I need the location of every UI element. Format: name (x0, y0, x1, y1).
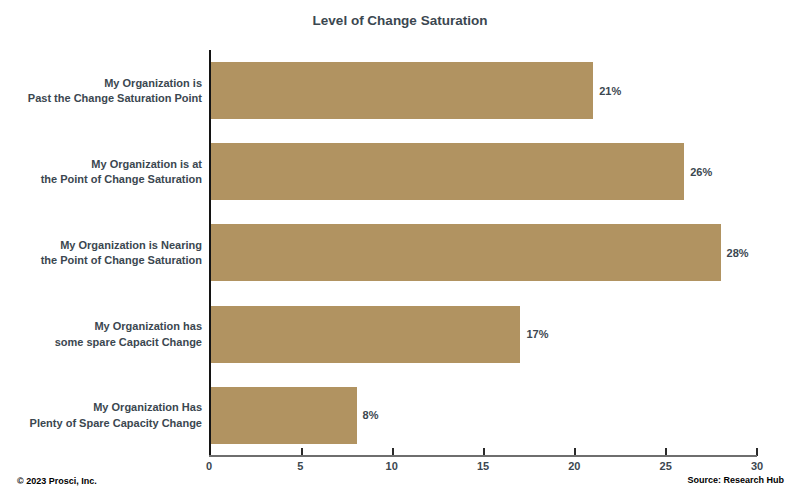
x-axis-tick-label: 0 (206, 460, 212, 472)
bar-value-label: 28% (727, 247, 749, 259)
x-axis-tick-label: 30 (751, 460, 763, 472)
bar (211, 306, 520, 363)
source-text: Source: Research Hub (687, 475, 784, 485)
category-label: My Organization is at the Point of Chang… (6, 156, 202, 187)
bar-value-label: 8% (363, 409, 379, 421)
bar (211, 143, 684, 200)
bar-row: My Organization has some spare Capacit C… (211, 294, 757, 375)
chart-title: Level of Change Saturation (0, 13, 800, 28)
category-label: My Organization is Nearing the Point of … (6, 238, 202, 269)
x-axis-tick-label: 5 (297, 460, 303, 472)
bar-row: My Organization is Past the Change Satur… (211, 50, 757, 131)
bar-value-label: 26% (690, 166, 712, 178)
category-label: My Organization is Past the Change Satur… (6, 75, 202, 106)
x-axis-tick-label: 25 (660, 460, 672, 472)
x-axis-tick-label: 20 (568, 460, 580, 472)
bar-row: My Organization Has Plenty of Spare Capa… (211, 375, 757, 456)
bar (211, 62, 593, 119)
category-label: My Organization Has Plenty of Spare Capa… (6, 400, 202, 431)
x-axis-line (209, 455, 757, 457)
category-label: My Organization has some spare Capacit C… (6, 319, 202, 350)
bar-row: My Organization is Nearing the Point of … (211, 212, 757, 293)
bar (211, 224, 721, 281)
x-axis-tick-label: 15 (477, 460, 489, 472)
x-axis-tick-label: 10 (386, 460, 398, 472)
bar-value-label: 21% (599, 85, 621, 97)
plot-area: My Organization is Past the Change Satur… (209, 50, 757, 456)
x-axis-tick-labels: 051015202530 (209, 460, 757, 474)
bar (211, 387, 357, 444)
copyright-text: © 2023 Prosci, Inc. (17, 476, 97, 486)
bar-value-label: 17% (526, 328, 548, 340)
bar-row: My Organization is at the Point of Chang… (211, 131, 757, 212)
